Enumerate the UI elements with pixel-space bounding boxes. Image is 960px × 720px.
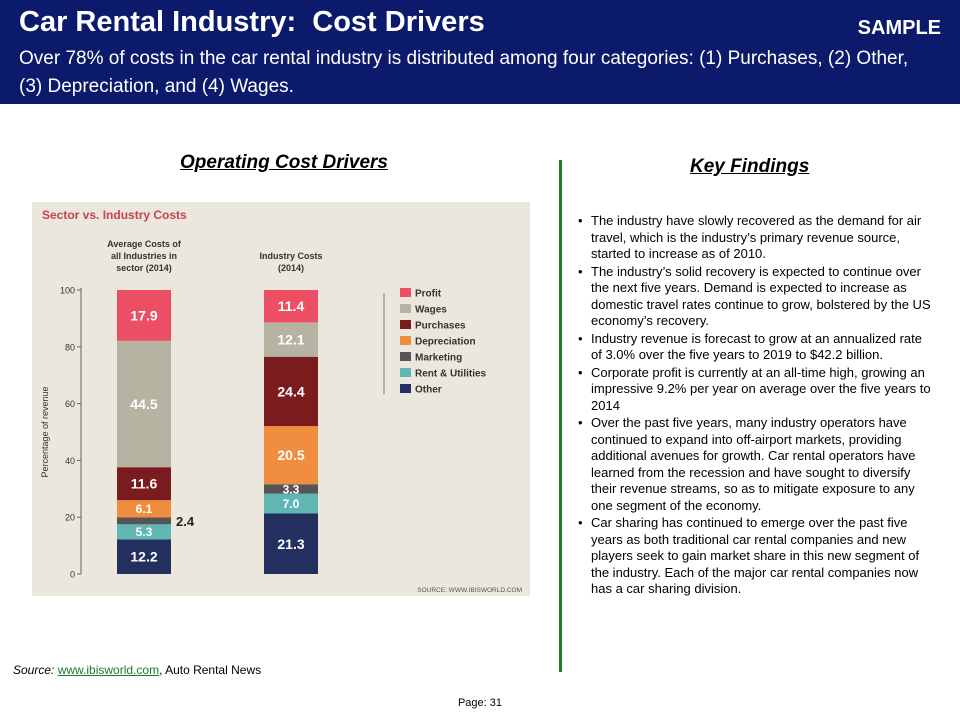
chart-source-note: SOURCE: WWW.IBISWORLD.COM [417, 587, 522, 594]
page-title: Car Rental Industry: Cost Drivers [19, 6, 485, 38]
chart-panel: Sector vs. Industry Costs 0 20 40 60 80 100 Per… [32, 202, 530, 596]
legend-label: Purchases [415, 321, 466, 332]
data-label: 5.3 [136, 525, 153, 539]
bar-segment [117, 517, 171, 525]
bar-segment [264, 356, 318, 427]
category-label: all Industries in [111, 251, 177, 261]
legend-label: Marketing [415, 353, 462, 364]
y-tick-label: 80 [65, 342, 75, 352]
finding-item: Car sharing has continued to emerge over… [574, 515, 936, 598]
legend-label: Depreciation [415, 337, 476, 348]
y-axis-label: Percentage of revenue [40, 386, 50, 477]
data-label: 12.2 [130, 549, 157, 565]
legend-swatch [400, 304, 411, 313]
data-label: 21.3 [277, 536, 304, 552]
legend-swatch [400, 384, 411, 393]
source-link[interactable]: www.ibisworld.com [57, 663, 160, 677]
data-label: 17.9 [130, 307, 157, 323]
y-tick-label: 40 [65, 456, 75, 466]
chart-heading: Operating Cost Drivers [180, 152, 388, 173]
legend-swatch [400, 368, 411, 377]
y-tick-label: 0 [70, 570, 75, 580]
bar-segment [264, 493, 318, 514]
legend-label: Wages [415, 305, 447, 316]
bar-segment [264, 484, 318, 494]
legend-swatch [400, 336, 411, 345]
legend-label: Profit [415, 289, 442, 300]
bar-segment [117, 340, 171, 468]
category-label: sector (2014) [116, 263, 172, 273]
finding-item: The industry have slowly recovered as th… [574, 213, 936, 263]
data-label: 24.4 [277, 383, 304, 399]
category-label: Industry Costs [259, 251, 322, 261]
legend-label: Other [415, 385, 442, 396]
data-label: 20.5 [277, 447, 304, 463]
data-label: 12.1 [277, 332, 304, 348]
bar-segment [117, 467, 171, 501]
source-rest: , Auto Rental News [159, 663, 262, 677]
stacked-bar-chart: Sector vs. Industry Costs 0 20 40 60 80 100 Per… [40, 208, 522, 594]
legend-swatch [400, 352, 411, 361]
bar-segment [264, 513, 318, 574]
y-tick-label: 20 [65, 513, 75, 523]
bar-segment [264, 426, 318, 485]
bar-segment [117, 290, 171, 341]
sample-badge: SAMPLE [857, 17, 941, 39]
source-note: Source: www.ibisworld.com, Auto Rental N… [13, 663, 261, 677]
data-label: 2.4 [176, 514, 195, 529]
bar-segment [117, 524, 171, 540]
legend-swatch [400, 320, 411, 329]
finding-item: Industry revenue is forecast to grow at … [574, 331, 936, 364]
header-banner: Car Rental Industry: Cost Drivers SAMPLE… [0, 0, 960, 104]
data-label: 11.6 [131, 476, 158, 492]
data-label: 3.3 [283, 482, 300, 496]
y-tick-label: 100 [60, 286, 75, 296]
chart-title: Sector vs. Industry Costs [42, 208, 187, 222]
page-subtitle: Over 78% of costs in the car rental indu… [19, 48, 909, 97]
finding-item: The industry’s solid recovery is expecte… [574, 264, 936, 330]
data-label: 11.4 [278, 298, 305, 314]
bar-segment [264, 322, 318, 357]
y-tick-label: 60 [65, 399, 75, 409]
page-number: Page: 31 [457, 697, 503, 709]
legend-swatch [400, 288, 411, 297]
legend-label: Rent & Utilities [415, 369, 487, 380]
data-label: 6.1 [136, 502, 153, 516]
finding-item: Over the past five years, many industry … [574, 415, 936, 514]
finding-item: Corporate profit is currently at an all-… [574, 365, 936, 415]
category-label: Average Costs of [107, 239, 182, 249]
source-label: Source: [13, 663, 55, 677]
findings-list: The industry have slowly recovered as th… [574, 213, 936, 599]
section-divider [559, 160, 562, 672]
findings-heading: Key Findings [690, 156, 810, 177]
bar-segment [117, 539, 171, 574]
bar-segment [117, 500, 171, 518]
data-label: 44.5 [130, 396, 157, 412]
data-label: 7.0 [283, 497, 300, 511]
category-label: (2014) [278, 263, 304, 273]
bar-segment [264, 290, 318, 323]
